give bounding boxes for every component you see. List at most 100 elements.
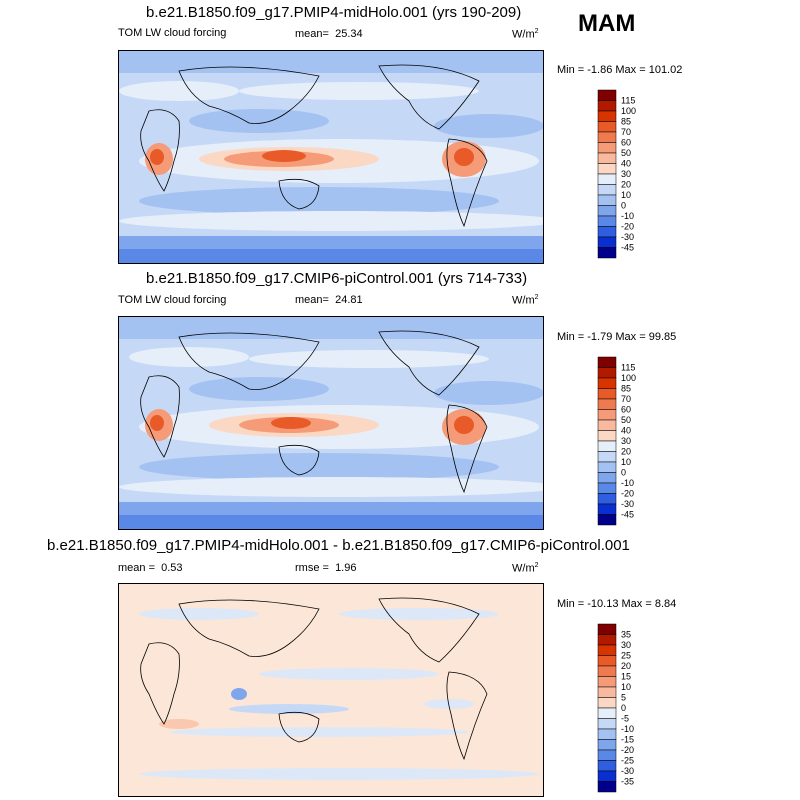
colorbar-tick-label: -35 xyxy=(621,777,634,787)
warm-pool-core xyxy=(262,150,306,162)
subtropic-low-band xyxy=(434,114,543,138)
africa-outline xyxy=(140,642,180,725)
panel1-map-svg xyxy=(119,51,543,263)
colorbar-swatch xyxy=(597,697,617,709)
colorbar-tick-label: 115 xyxy=(621,363,635,373)
colorbar-swatch xyxy=(597,226,617,238)
colorbar-swatch xyxy=(597,194,617,206)
panel3-units-exp: 2 xyxy=(534,562,539,569)
colorbar-tick-label: -5 xyxy=(621,714,629,724)
colorbar-tick-label: -20 xyxy=(621,222,634,232)
panel1-mean-value: 25.34 xyxy=(335,28,363,40)
australia-outline xyxy=(278,444,320,476)
panel2-map-svg xyxy=(119,317,543,529)
colorbar-tick-label: 10 xyxy=(621,682,631,692)
panel2-units: W/m2 xyxy=(512,294,539,307)
panel2-colorbar: 115 100 85 70 60 50 40 30 20 10 0 -10 -20 -30 -45 xyxy=(596,356,696,527)
colorbar-swatch xyxy=(597,728,617,740)
colorbar-tick-label: -30 xyxy=(621,766,634,776)
south-america-outline xyxy=(446,138,488,228)
colorbar-swatch xyxy=(597,142,617,154)
colorbar-swatch xyxy=(597,440,617,452)
colorbar-swatch xyxy=(597,461,617,473)
north-light-band xyxy=(239,82,479,100)
neg-anomaly-patch xyxy=(169,727,469,737)
panel1-units: W/m2 xyxy=(512,28,539,41)
colorbar-tick-label: -15 xyxy=(621,735,634,745)
colorbar-swatch xyxy=(597,451,617,463)
colorbar-swatch xyxy=(597,644,617,656)
panel1-minmax: Min = -1.86 Max = 101.02 xyxy=(557,64,683,76)
panel1-colorbar: 115 100 85 70 60 50 40 30 20 10 0 -10 -20 -30 -45 xyxy=(596,89,696,260)
colorbar-tick-label: 40 xyxy=(621,159,631,169)
panel3-minmax: Min = -10.13 Max = 8.84 xyxy=(557,598,677,610)
colorbar-swatch xyxy=(597,686,617,698)
coastlines xyxy=(140,64,488,228)
colorbar-tick-label: -10 xyxy=(621,478,634,488)
southern-subtropic xyxy=(139,453,499,481)
panel3-title: b.e21.B1850.f09_g17.PMIP4-midHolo.001 - … xyxy=(47,537,630,554)
colorbar-tick-label: -45 xyxy=(621,510,634,520)
colorbar-tick-label: 30 xyxy=(621,640,631,650)
colorbar-tick-label: 70 xyxy=(621,394,631,404)
colorbar-tick-label: 30 xyxy=(621,169,631,179)
colorbar-swatch xyxy=(597,89,617,101)
neg-anomaly-patch xyxy=(259,668,439,680)
colorbar-swatch xyxy=(597,665,617,677)
colorbar-swatch xyxy=(597,409,617,421)
north-america-outline xyxy=(378,597,480,663)
colorbar-tick-label: 15 xyxy=(621,672,631,682)
colorbar-tick-label: 35 xyxy=(621,630,631,640)
north-america-outline xyxy=(378,64,480,130)
colorbar-swatch xyxy=(597,377,617,389)
colorbar-swatch xyxy=(597,121,617,133)
colorbar-tick-label: -10 xyxy=(621,724,634,734)
australia-outline xyxy=(278,711,320,743)
eurasia-outline xyxy=(178,66,320,124)
colorbar-tick-label: 70 xyxy=(621,127,631,137)
colorbar-swatch xyxy=(597,718,617,730)
colorbar-tick-label: 0 xyxy=(621,201,626,211)
africa-outline xyxy=(140,109,180,192)
australia-outline xyxy=(278,178,320,210)
panel3-colorbar: 35 30 25 20 15 10 5 0 -5 -10 -15 -20 -25 -30 -35 xyxy=(596,623,696,794)
colorbar-tick-label: -20 xyxy=(621,489,634,499)
panel2-mean: mean= 24.81 xyxy=(295,294,363,306)
colorbar-tick-label: -30 xyxy=(621,232,634,242)
colorbar-tick-label: 115 xyxy=(621,96,635,106)
colorbar-swatch xyxy=(597,623,617,635)
panel1-variable-label: TOM LW cloud forcing xyxy=(118,27,227,39)
colorbar-swatch xyxy=(597,215,617,227)
neg-anomaly-patch xyxy=(229,704,349,714)
colorbar-tick-label: 50 xyxy=(621,148,631,158)
colorbar-tick-label: 85 xyxy=(621,117,631,127)
colorbar-swatch xyxy=(597,247,617,259)
subtropic-low-band xyxy=(434,381,543,405)
north-america-outline xyxy=(378,330,480,396)
colorbar-swatch xyxy=(597,739,617,751)
africa-core xyxy=(150,415,164,431)
colorbar-tick-label: -20 xyxy=(621,745,634,755)
panel3-units: W/m2 xyxy=(512,562,539,575)
north-light-band xyxy=(119,81,239,101)
panel3-rmse: rmse = 1.96 xyxy=(295,562,356,574)
colorbar-tick-label: 100 xyxy=(621,106,636,116)
colorbar-swatch xyxy=(597,100,617,112)
panel1-units-text: W/m xyxy=(512,28,535,41)
colorbar-swatch xyxy=(597,676,617,688)
south-america-outline xyxy=(446,671,488,761)
panel3-map-svg xyxy=(119,584,543,796)
panel3-units-text: W/m xyxy=(512,562,535,575)
panel3-mean-value: 0.53 xyxy=(161,562,183,574)
season-label: MAM xyxy=(578,10,636,37)
arctic-band xyxy=(119,317,543,339)
colorbar-swatch xyxy=(597,356,617,368)
colorbar-tick-label: 40 xyxy=(621,426,631,436)
colorbar-swatch xyxy=(597,163,617,175)
colorbar-swatch xyxy=(597,419,617,431)
southern-subtropic xyxy=(139,187,499,215)
southern-midlat xyxy=(119,477,543,497)
arctic-band xyxy=(119,51,543,73)
colorbar-tick-label: 0 xyxy=(621,468,626,478)
